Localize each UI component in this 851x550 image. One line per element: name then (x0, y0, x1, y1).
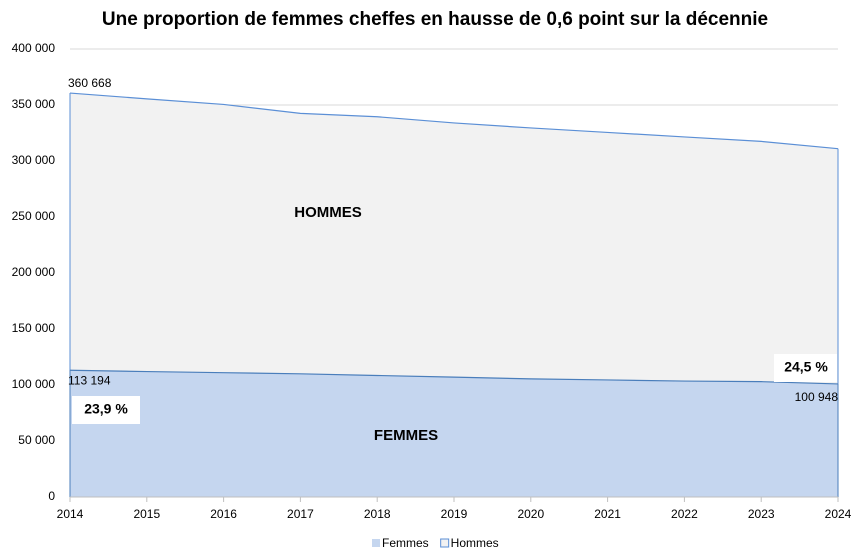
x-tick-label: 2015 (133, 507, 160, 521)
data-label: 100 948 (795, 390, 839, 404)
legend-label: Hommes (451, 536, 499, 550)
x-tick-label: 2016 (210, 507, 237, 521)
x-tick-label: 2020 (517, 507, 544, 521)
x-tick-label: 2021 (594, 507, 621, 521)
x-tick-label: 2017 (287, 507, 314, 521)
y-tick-label: 100 000 (12, 377, 56, 391)
area-line (69, 369, 839, 385)
annotation: FEMMES (374, 427, 438, 444)
annotation-box (774, 354, 837, 382)
y-tick-label: 150 000 (12, 321, 56, 335)
chart-title: Une proportion de femmes cheffes en haus… (102, 9, 768, 30)
y-tick-label: 0 (48, 489, 55, 503)
annotation: 23,9 % (84, 401, 128, 417)
annotation: HOMMES (294, 204, 362, 221)
x-tick-label: 2023 (748, 507, 775, 521)
x-tick-label: 2024 (825, 507, 851, 521)
y-tick-label: 400 000 (12, 41, 56, 55)
area (70, 370, 838, 497)
y-tick-label: 300 000 (12, 153, 56, 167)
data-label: 360 668 (68, 76, 112, 90)
area-line (69, 92, 839, 150)
y-tick-label: 250 000 (12, 209, 56, 223)
y-tick-label: 200 000 (12, 265, 56, 279)
legend-swatch (372, 539, 380, 547)
y-tick-label: 50 000 (18, 433, 55, 447)
legend-swatch (440, 538, 450, 548)
x-tick-label: 2022 (671, 507, 698, 521)
data-label: 113 194 (68, 373, 111, 387)
x-tick-label: 2019 (441, 507, 468, 521)
legend-label: Femmes (382, 536, 429, 550)
x-tick-label: 2014 (57, 507, 84, 521)
annotation-box (72, 396, 140, 424)
annotation: 24,5 % (784, 359, 828, 375)
x-tick-label: 2018 (364, 507, 391, 521)
y-tick-label: 350 000 (12, 97, 56, 111)
